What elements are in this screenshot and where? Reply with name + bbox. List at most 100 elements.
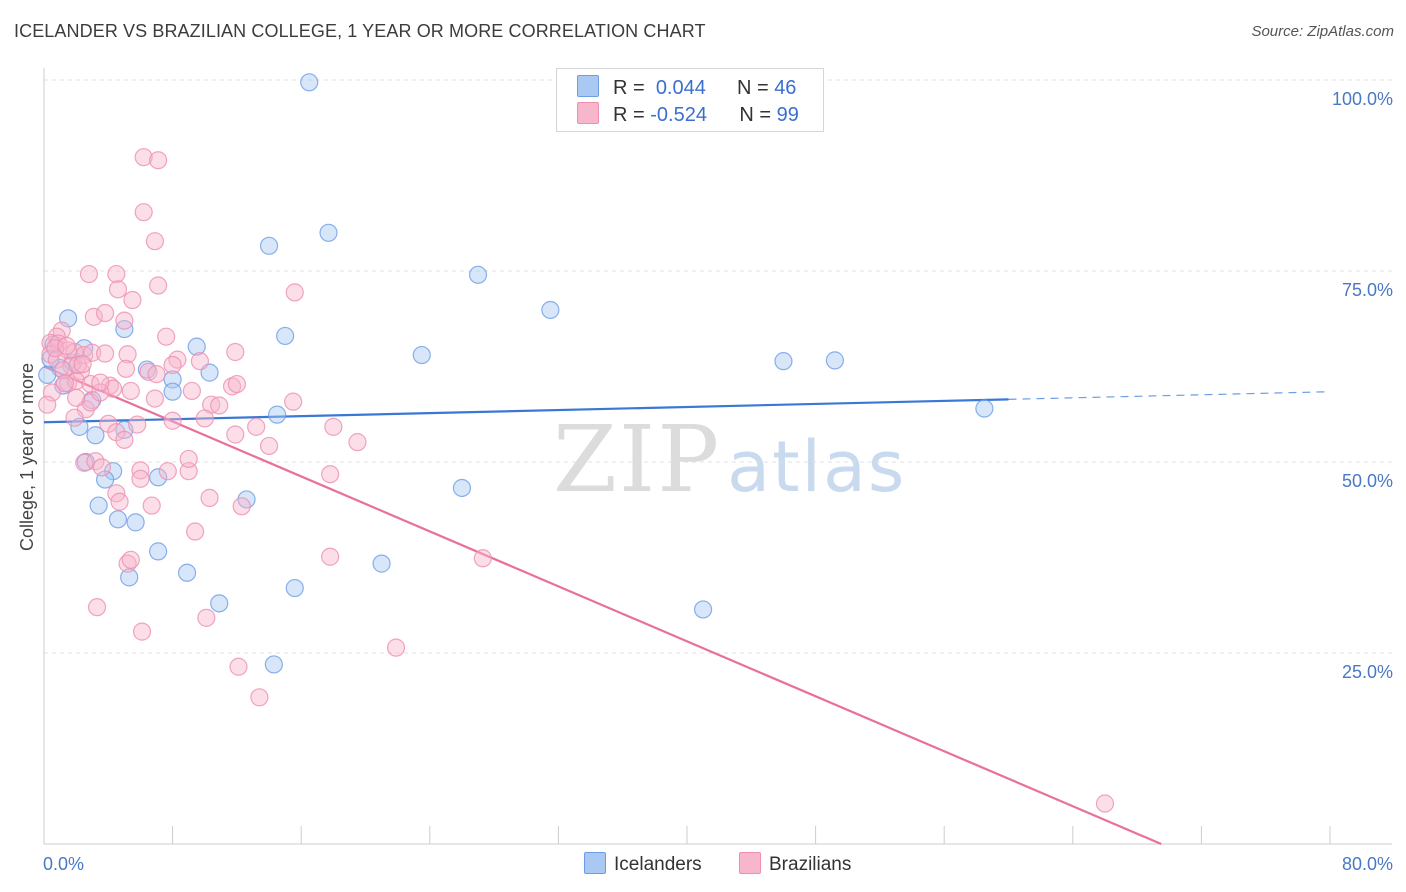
- brazilian-point: [1095, 794, 1115, 813]
- brazilian-point: [95, 303, 115, 323]
- icelander-point: [693, 600, 713, 619]
- brazilian-point: [157, 327, 176, 346]
- icelander-point: [259, 236, 279, 255]
- legend-n-value: 46: [774, 77, 797, 99]
- icelander-point: [468, 265, 488, 284]
- icelanders-trend-line: [43, 398, 1009, 424]
- brazilians-trend-line: [43, 365, 1162, 846]
- brazilian-point: [121, 550, 140, 569]
- source-label: Source: ZipAtlas.com: [1251, 23, 1394, 40]
- brazilian-point: [386, 638, 406, 657]
- icelander-point: [149, 468, 168, 487]
- bottom-legend-swatch-icelanders: [584, 852, 606, 874]
- brazilian-point: [348, 433, 367, 452]
- icelander-point: [86, 426, 105, 445]
- icelander-point: [452, 478, 472, 498]
- brazilian-point: [134, 203, 153, 222]
- brazilian-point: [91, 383, 110, 402]
- brazilian-point: [229, 657, 248, 676]
- icelander-point: [276, 326, 295, 346]
- watermark-zip: ZIP: [553, 406, 722, 513]
- brazilian-point: [250, 688, 269, 707]
- brazilian-point: [163, 355, 182, 375]
- brazilian-point: [38, 395, 57, 414]
- icelanders-points: [38, 73, 994, 674]
- trend-lines: [43, 365, 1331, 846]
- brazilian-point: [324, 417, 343, 436]
- watermark: ZIPatlas: [553, 406, 906, 513]
- legend-row-brazilians: R = -0.524 N = 99: [577, 102, 799, 126]
- brazilian-point: [116, 359, 136, 378]
- axes: [43, 68, 1392, 845]
- brazilians-points: [38, 148, 1115, 813]
- brazilian-point: [87, 598, 107, 617]
- brazilian-point: [115, 311, 134, 330]
- icelander-point: [267, 405, 287, 424]
- brazilian-point: [121, 381, 140, 401]
- brazilian-point: [285, 283, 304, 302]
- legend-r-value: -0.524: [650, 104, 707, 126]
- icelander-point: [975, 399, 994, 418]
- brazilian-point: [210, 396, 229, 415]
- tick-labels: 100.0% 75.0% 50.0% 25.0% 0.0% 80.0%: [43, 89, 1393, 874]
- chart-title: ICELANDER VS BRAZILIAN COLLEGE, 1 YEAR O…: [14, 21, 706, 41]
- brazilian-point: [321, 547, 340, 566]
- icelander-point: [163, 382, 182, 401]
- brazilian-point: [145, 389, 165, 408]
- x-tick-label-max: 80.0%: [1342, 854, 1393, 874]
- icelander-point: [210, 594, 229, 613]
- brazilian-point: [95, 344, 115, 363]
- brazilian-point: [128, 415, 147, 434]
- brazilian-point: [163, 411, 182, 430]
- brazilian-point: [79, 264, 99, 284]
- brazilian-point: [145, 232, 165, 251]
- brazilian-point: [134, 148, 153, 167]
- brazilian-point: [149, 276, 168, 295]
- brazilian-point: [186, 522, 205, 541]
- icelanders-trend-extension: [1008, 391, 1331, 400]
- legend-r-label: R =: [613, 104, 645, 126]
- brazilian-point: [132, 622, 152, 641]
- brazilian-point: [179, 449, 198, 469]
- icelander-point: [285, 578, 304, 598]
- bottom-legend-label-brazilians: Brazilians: [769, 854, 852, 875]
- brazilian-point: [115, 430, 134, 449]
- legend-swatch-icelanders: [577, 75, 599, 97]
- icelander-point: [774, 352, 793, 371]
- icelander-point: [412, 345, 431, 365]
- brazilian-point: [222, 377, 242, 396]
- brazilian-point: [108, 280, 128, 299]
- legend-n-label: N =: [739, 104, 772, 126]
- brazilian-point: [226, 342, 245, 362]
- brazilian-point: [118, 345, 137, 364]
- x-tick-label-min: 0.0%: [43, 854, 84, 874]
- brazilian-point: [197, 608, 216, 627]
- watermark-atlas: atlas: [727, 426, 907, 508]
- brazilian-point: [81, 393, 100, 412]
- bottom-legend-icelanders: Icelanders: [584, 852, 702, 876]
- y-tick-label: 100.0%: [1332, 89, 1393, 109]
- icelander-point: [187, 337, 206, 356]
- legend-n-value: 99: [776, 104, 799, 126]
- grid-lines: [44, 79, 1392, 654]
- icelander-point: [120, 568, 139, 587]
- brazilian-point: [227, 374, 246, 394]
- y-tick-label: 25.0%: [1342, 662, 1393, 682]
- icelander-point: [126, 513, 145, 532]
- icelander-point: [76, 452, 95, 472]
- brazilian-point: [149, 151, 168, 170]
- brazilian-point: [147, 365, 166, 384]
- y-tick-label: 75.0%: [1342, 280, 1393, 300]
- brazilian-point: [226, 425, 245, 444]
- icelander-point: [300, 73, 319, 92]
- icelander-point: [70, 417, 89, 436]
- icelander-point: [541, 300, 560, 320]
- brazilian-point: [190, 352, 210, 371]
- correlation-legend: R = 0.044 N = 46 R = -0.524 N = 99: [556, 68, 824, 132]
- icelander-point: [825, 351, 844, 370]
- brazilian-point: [473, 549, 492, 568]
- brazilian-point: [158, 462, 177, 481]
- legend-r-value: 0.044: [655, 77, 706, 99]
- brazilian-point: [107, 264, 126, 284]
